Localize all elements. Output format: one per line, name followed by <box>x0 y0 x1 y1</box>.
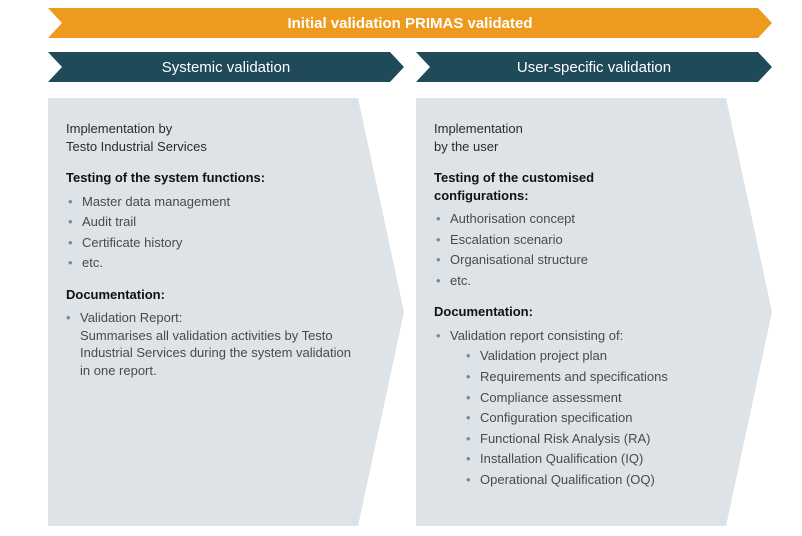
list-item: Audit trail <box>68 213 364 231</box>
left-testing-list: Master data management Audit trail Certi… <box>66 193 364 272</box>
list-item: etc. <box>436 272 732 290</box>
left-doc-body: Summarises all validation activities by … <box>80 328 351 378</box>
list-item: Master data management <box>68 193 364 211</box>
left-subheader-arrow: Systemic validation <box>48 52 404 82</box>
left-doc-lead: Validation Report: <box>80 310 182 325</box>
list-item: Operational Qualification (OQ) <box>466 471 732 489</box>
right-panel: Implementation by the user Testing of th… <box>416 98 772 526</box>
right-testing-heading-l1: Testing of the customised <box>434 170 594 185</box>
left-panel: Implementation by Testo Industrial Servi… <box>48 98 404 526</box>
right-testing-list: Authorisation concept Escalation scenari… <box>434 210 732 289</box>
left-doc-block: Validation Report: Summarises all valida… <box>66 309 364 379</box>
list-item: Installation Qualification (IQ) <box>466 450 732 468</box>
list-item: Authorisation concept <box>436 210 732 228</box>
right-intro: Implementation by the user <box>434 120 732 155</box>
right-doc-lead: Validation report consisting of: <box>450 328 623 343</box>
list-item: Organisational structure <box>436 251 732 269</box>
left-intro-line1: Implementation by <box>66 120 364 138</box>
list-item: Compliance assessment <box>466 389 732 407</box>
list-item: Functional Risk Analysis (RA) <box>466 430 732 448</box>
right-doc-lead-item: Validation report consisting of: Validat… <box>436 327 732 488</box>
right-doc-sublist: Validation project plan Requirements and… <box>450 347 732 488</box>
list-item: etc. <box>68 254 364 272</box>
left-doc-heading: Documentation: <box>66 286 364 304</box>
right-panel-content: Implementation by the user Testing of th… <box>416 98 772 507</box>
right-subheader-title: User-specific validation <box>517 59 671 76</box>
list-item: Certificate history <box>68 234 364 252</box>
left-subheader-title: Systemic validation <box>162 59 290 76</box>
subheader-row: Systemic validation User-specific valida… <box>48 52 772 82</box>
right-intro-line2: by the user <box>434 138 732 156</box>
right-subheader-arrow: User-specific validation <box>416 52 772 82</box>
header-title: Initial validation PRIMAS validated <box>287 15 532 32</box>
right-intro-line1: Implementation <box>434 120 732 138</box>
left-intro: Implementation by Testo Industrial Servi… <box>66 120 364 155</box>
left-panel-content: Implementation by Testo Industrial Servi… <box>48 98 404 396</box>
list-item: Requirements and specifications <box>466 368 732 386</box>
list-item: Configuration specification <box>466 409 732 427</box>
right-doc-heading: Documentation: <box>434 303 732 321</box>
right-testing-heading: Testing of the customised configurations… <box>434 169 732 204</box>
list-item: Validation project plan <box>466 347 732 365</box>
left-testing-heading: Testing of the system functions: <box>66 169 364 187</box>
list-item: Escalation scenario <box>436 231 732 249</box>
panels-row: Implementation by Testo Industrial Servi… <box>48 98 772 526</box>
diagram-stage: Initial validation PRIMAS validated Syst… <box>48 8 772 528</box>
left-intro-line2: Testo Industrial Services <box>66 138 364 156</box>
right-doc-list: Validation report consisting of: Validat… <box>434 327 732 488</box>
header-arrow: Initial validation PRIMAS validated <box>48 8 772 38</box>
right-testing-heading-l2: configurations: <box>434 188 529 203</box>
